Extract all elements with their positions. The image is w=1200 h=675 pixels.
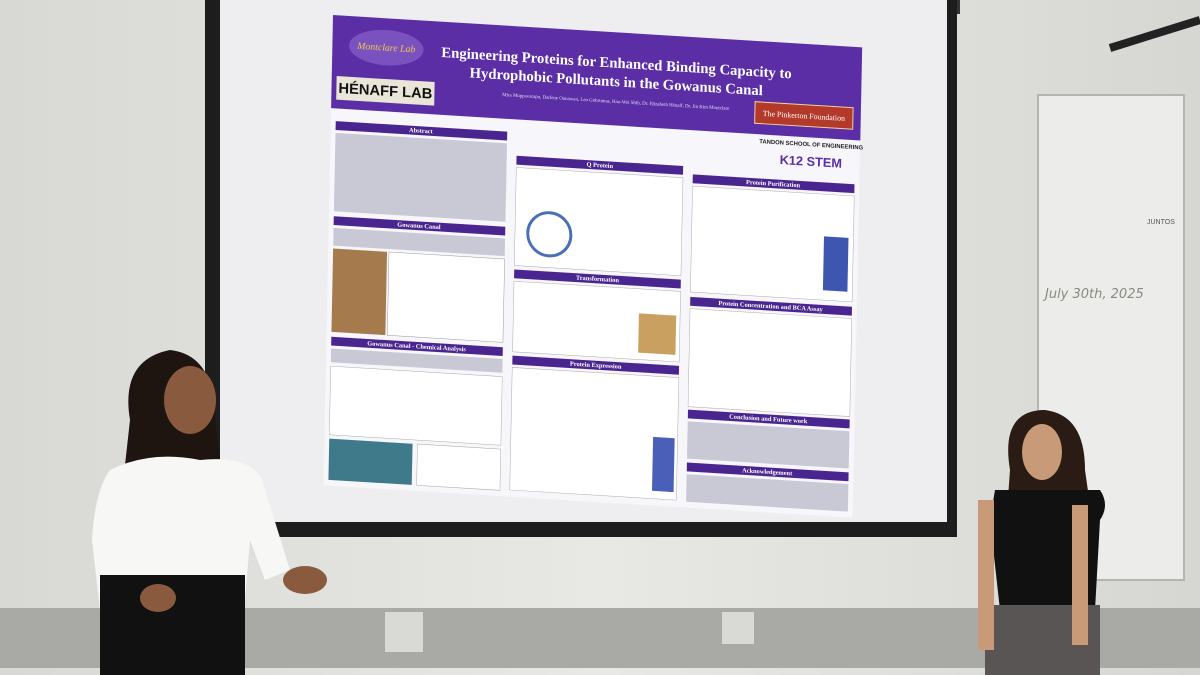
section-header [687, 409, 850, 429]
arm [1072, 505, 1088, 645]
section-header [512, 355, 680, 375]
section-header [686, 462, 849, 482]
hand [140, 584, 176, 612]
protein-structure [526, 211, 573, 258]
section-header [690, 296, 853, 316]
section-header [514, 269, 681, 289]
arm [978, 500, 994, 650]
section-title: Protein Purification [746, 179, 801, 189]
chromatogram [328, 438, 413, 485]
section-title: Conclusion and Future work [729, 414, 808, 426]
section-header [516, 155, 684, 175]
presenter-right [978, 410, 1105, 675]
calibration-plot [416, 443, 502, 491]
whiteboard: July 30th, 2025 JUNTOS [1037, 94, 1185, 581]
poster: Montclare Lab HÉNAFF LAB Engineering Pro… [323, 15, 864, 518]
program: K12 STEM [780, 152, 843, 171]
photo [331, 248, 388, 336]
gel-photo [822, 236, 849, 292]
ceiling-rail [1108, 16, 1200, 52]
gel-photo [652, 436, 675, 493]
section-title: Acknowledgement [742, 467, 793, 477]
table-figure [387, 251, 505, 343]
poster-header [331, 15, 863, 141]
outlet [722, 612, 754, 644]
outlet [385, 612, 423, 652]
face [1022, 424, 1062, 480]
section-header [335, 121, 508, 141]
section-title: Gowanus Canal [397, 221, 441, 231]
section-header [331, 336, 503, 357]
section-title: Protein Expression [570, 361, 622, 371]
text-block [686, 474, 849, 512]
figure [690, 185, 855, 303]
text-block [333, 227, 506, 257]
section-header [692, 174, 855, 194]
whiteboard-sign: JUNTOS [1147, 219, 1175, 226]
lab-logo-box [336, 76, 435, 106]
figure [514, 167, 684, 276]
text-block [687, 421, 850, 469]
logo [349, 29, 424, 66]
whiteboard-date: July 30th, 2025 [1042, 287, 1144, 302]
text-block [333, 132, 508, 222]
face [164, 366, 216, 434]
text-block [330, 348, 503, 373]
lab-logo: HÉNAFF LAB [338, 80, 432, 103]
sponsor-box [754, 101, 854, 130]
section-header [333, 216, 506, 236]
group-logo: Montclare Lab [356, 41, 415, 56]
presenter-left [92, 350, 327, 675]
figure [329, 365, 503, 446]
figure [509, 367, 680, 501]
plate-photo [638, 313, 677, 355]
section-title: Abstract [409, 127, 434, 135]
shirt [92, 456, 290, 610]
figure [687, 308, 853, 417]
hand [283, 566, 327, 594]
section-title: Q Protein [586, 161, 613, 170]
section-title: Transformation [576, 275, 620, 285]
